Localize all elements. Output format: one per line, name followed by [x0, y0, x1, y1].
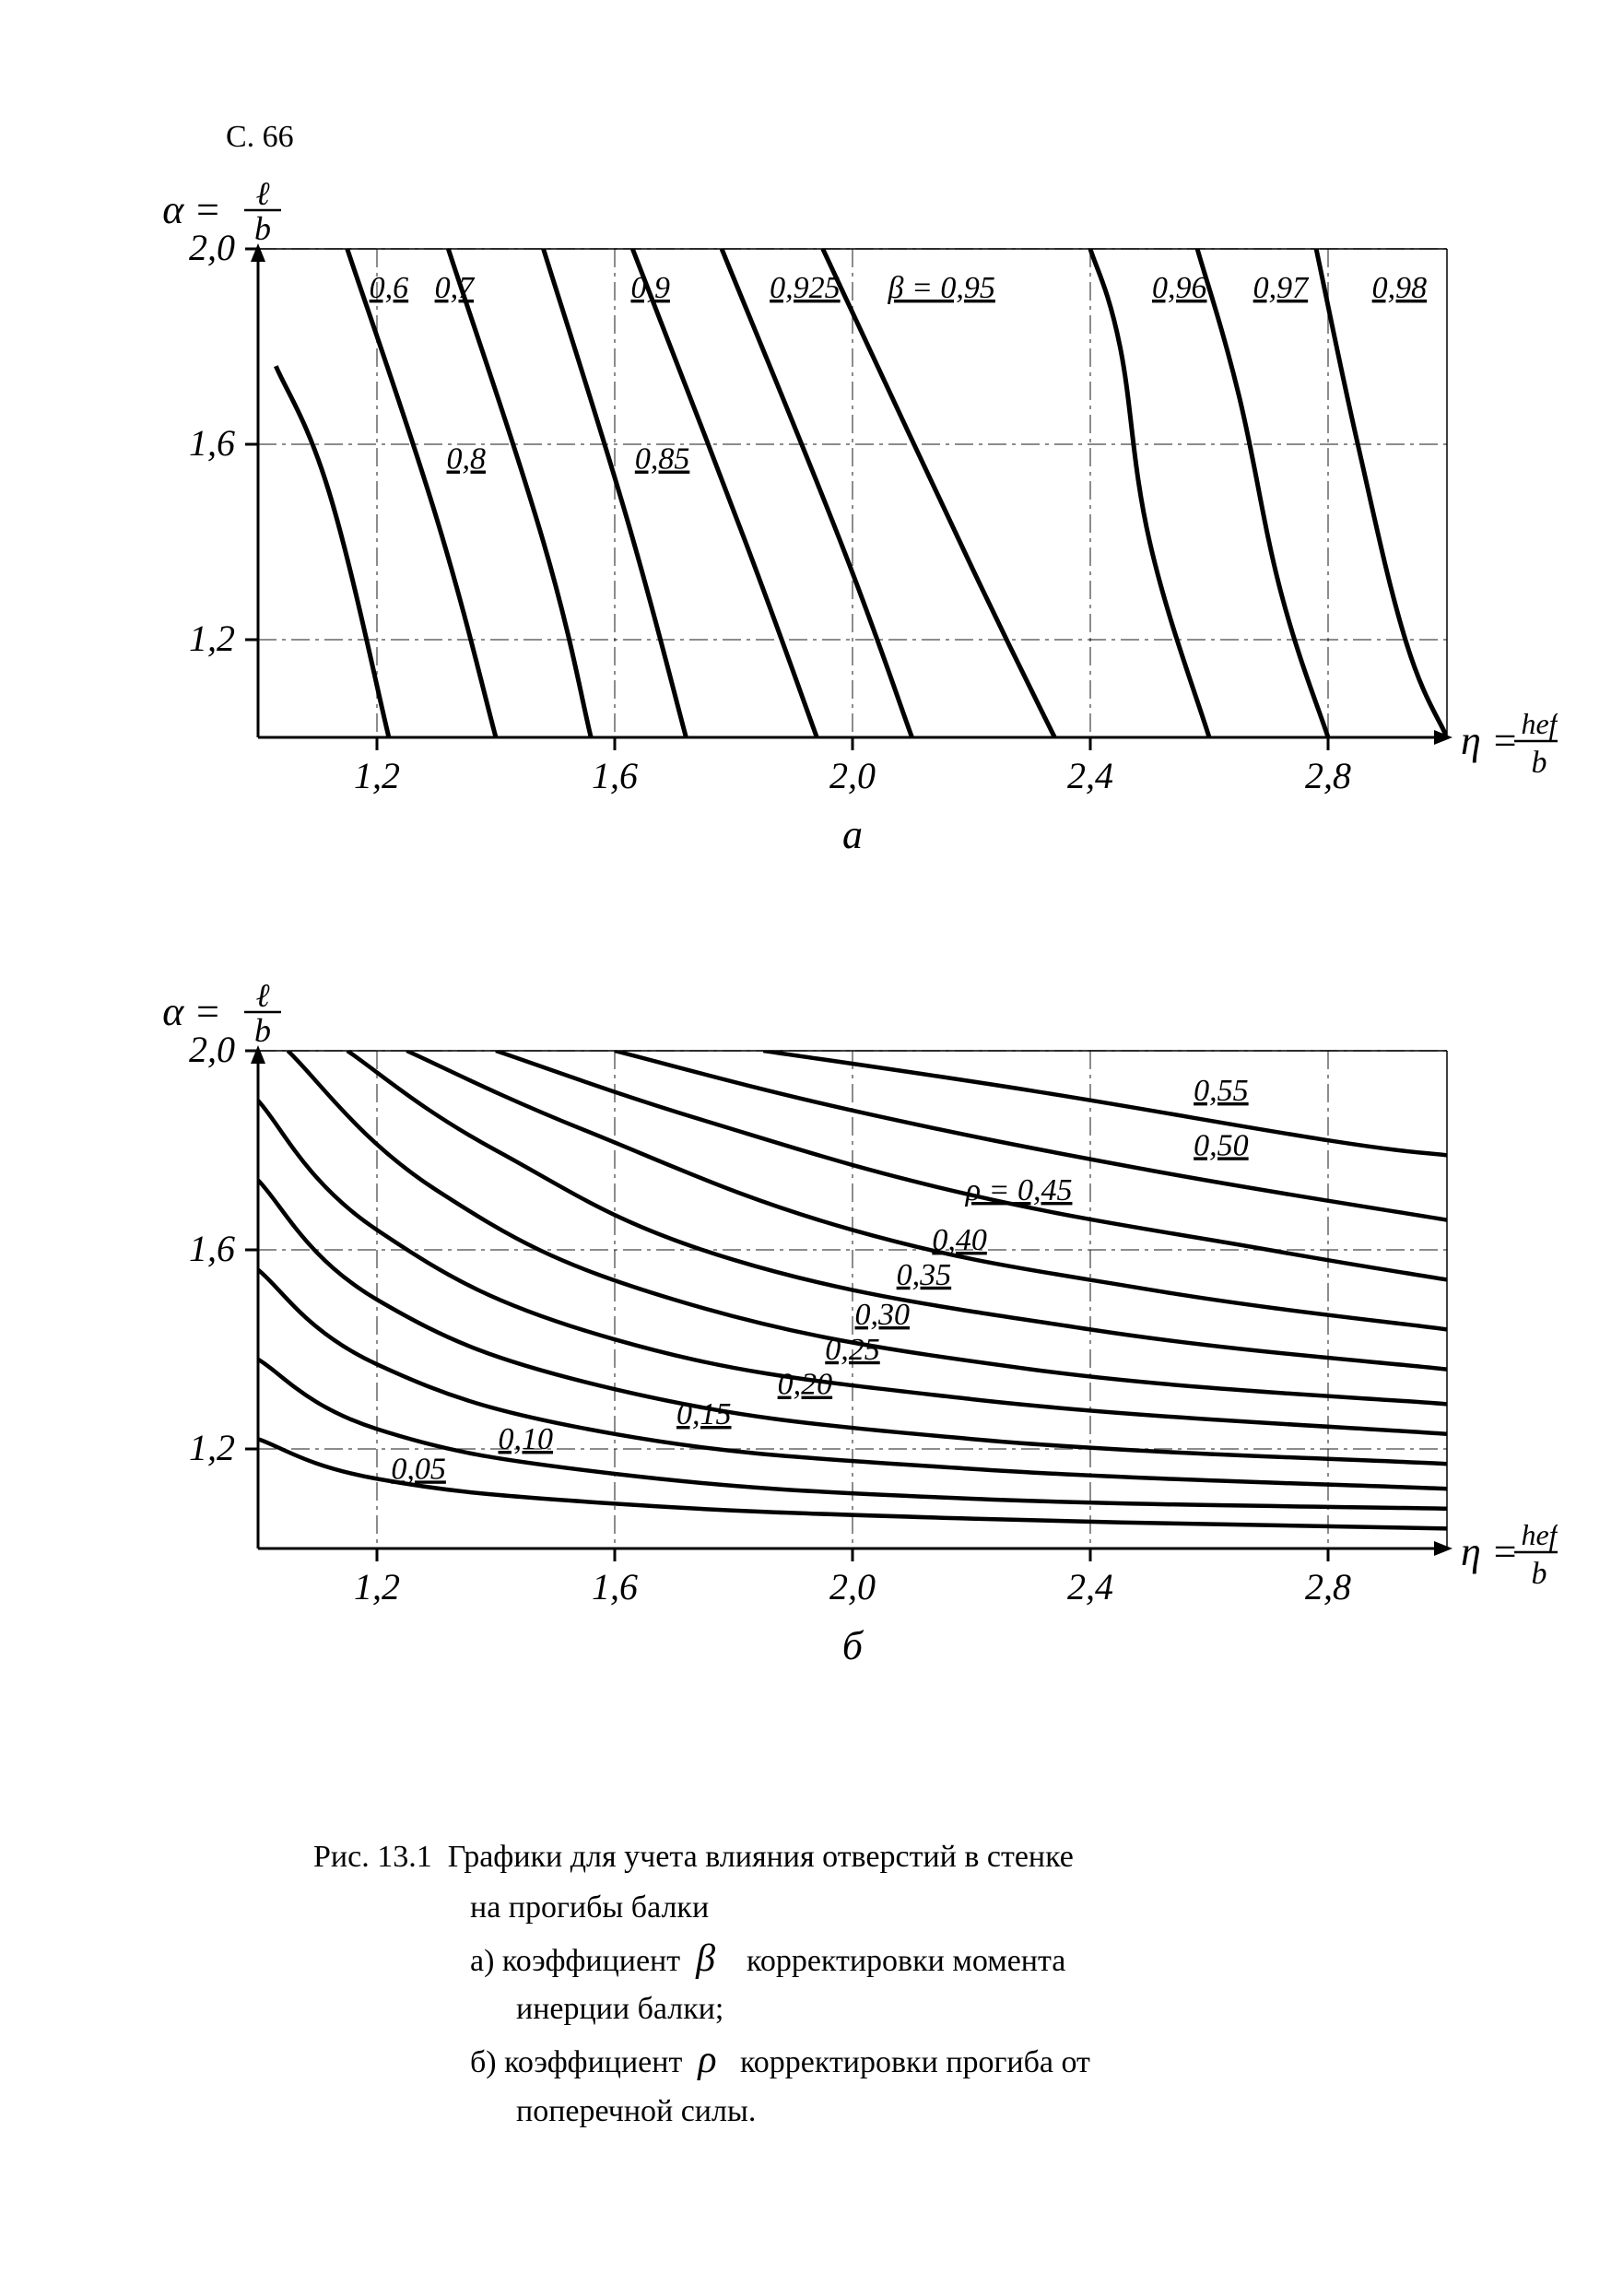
curve-label: 0,40	[932, 1223, 987, 1257]
curve-label: 0,20	[778, 1368, 833, 1402]
svg-text:b: b	[1532, 746, 1547, 780]
curve-label: 0,97	[1253, 271, 1311, 305]
svg-text:1,6: 1,6	[592, 755, 638, 796]
curve-label: β = 0,95	[888, 271, 995, 305]
rho-symbol: ρ	[698, 2039, 716, 2081]
svg-text:1,2: 1,2	[189, 1427, 235, 1468]
svg-text:1,2: 1,2	[354, 1566, 400, 1607]
beta-symbol: β	[696, 1937, 715, 1980]
caption-item-b-text1: коэффициент	[504, 2045, 682, 2079]
svg-text:1,2: 1,2	[189, 618, 235, 659]
curve-label: 0,10	[499, 1422, 554, 1456]
caption-item-a-text2-part2: инерции балки;	[516, 1986, 1327, 2031]
svg-text:2,8: 2,8	[1305, 1566, 1351, 1607]
svg-text:2,0: 2,0	[829, 755, 876, 796]
svg-text:1,6: 1,6	[189, 1228, 235, 1269]
svg-text:b: b	[1532, 1557, 1547, 1591]
svg-text:2,8: 2,8	[1305, 755, 1351, 796]
svg-text:1,2: 1,2	[354, 755, 400, 796]
caption-title-line1: Графики для учета влияния отверстий в ст…	[448, 1840, 1074, 1874]
svg-text:1,6: 1,6	[189, 422, 235, 464]
caption-item-a-letter: а)	[470, 1944, 494, 1978]
curve-label: 0,30	[855, 1298, 911, 1332]
curve-label: 0,50	[1194, 1128, 1249, 1162]
svg-text:η =: η =	[1461, 1529, 1519, 1574]
svg-text:hef: hef	[1521, 1518, 1558, 1551]
curve-label: 0,55	[1194, 1074, 1249, 1108]
caption-fig-label: Рис. 13.1	[313, 1840, 432, 1874]
curve-label: ρ = 0,45	[965, 1173, 1073, 1207]
curve-label: 0,98	[1372, 271, 1428, 305]
curve-label: 0,8	[447, 442, 487, 477]
svg-text:b: b	[254, 210, 271, 247]
figure-caption: Рис. 13.1 Графики для учета влияния отве…	[313, 1834, 1327, 2134]
svg-text:1,6: 1,6	[592, 1566, 638, 1607]
caption-item-b-letter: б)	[470, 2045, 497, 2079]
caption-item-b-text2-part1: корректировки прогиба от	[740, 2045, 1090, 2079]
page: С. 66 1,21,62,02,42,81,21,62,0α =ℓbη =he…	[0, 0, 1623, 2296]
curve-label: 0,925	[770, 271, 841, 305]
svg-text:2,0: 2,0	[189, 227, 235, 268]
svg-text:а: а	[842, 812, 863, 857]
svg-text:ℓ: ℓ	[256, 977, 270, 1014]
svg-text:2,4: 2,4	[1067, 1566, 1113, 1607]
curve-label: 0,6	[370, 271, 409, 305]
svg-text:2,4: 2,4	[1067, 755, 1113, 796]
svg-text:б: б	[842, 1623, 864, 1668]
page-number: С. 66	[226, 120, 294, 155]
curve-label: 0,85	[635, 442, 690, 477]
curve-label: 0,05	[391, 1452, 446, 1486]
chart-a: 1,21,62,02,42,81,21,62,0α =ℓbη =hefb0,60…	[120, 166, 1558, 866]
svg-text:2,0: 2,0	[829, 1566, 876, 1607]
svg-text:ℓ: ℓ	[256, 175, 270, 212]
svg-text:α =: α =	[162, 187, 221, 232]
caption-item-b-text2-part2: поперечной силы.	[516, 2089, 1327, 2134]
curve-label: 0,9	[630, 271, 670, 305]
curve-label: 0,96	[1152, 271, 1207, 305]
svg-text:2,0: 2,0	[189, 1029, 235, 1070]
svg-text:α =: α =	[162, 989, 221, 1034]
curve-label: 0,35	[897, 1258, 952, 1292]
svg-text:hef: hef	[1521, 707, 1558, 740]
svg-text:b: b	[254, 1012, 271, 1049]
caption-item-a-text1: коэффициент	[502, 1944, 680, 1978]
chart-b: 1,21,62,02,42,81,21,62,0α =ℓbη =hefb0,05…	[120, 968, 1558, 1678]
caption-title-line2: на прогибы балки	[470, 1885, 1327, 1930]
caption-item-a-text2-part1: корректировки момента	[747, 1944, 1065, 1978]
svg-text:η =: η =	[1461, 718, 1519, 763]
